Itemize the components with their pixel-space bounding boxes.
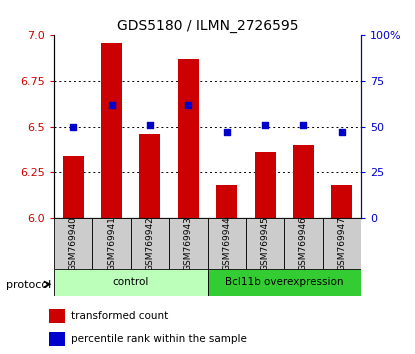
Bar bbox=[208, 269, 361, 296]
Bar bbox=[178, 59, 199, 218]
Point bbox=[262, 122, 269, 127]
Text: GSM769946: GSM769946 bbox=[299, 216, 308, 271]
Bar bbox=[323, 218, 361, 269]
Bar bbox=[284, 218, 323, 269]
Bar bbox=[101, 43, 122, 218]
Point bbox=[300, 122, 307, 127]
Text: GSM769940: GSM769940 bbox=[68, 216, 78, 271]
Text: control: control bbox=[112, 277, 149, 287]
Bar bbox=[169, 218, 208, 269]
Bar bbox=[216, 185, 237, 218]
Bar bbox=[49, 309, 65, 323]
Bar bbox=[293, 145, 314, 218]
Text: transformed count: transformed count bbox=[71, 311, 168, 321]
Point bbox=[146, 122, 153, 127]
Text: GDS5180 / ILMN_2726595: GDS5180 / ILMN_2726595 bbox=[117, 19, 298, 34]
Text: GSM769944: GSM769944 bbox=[222, 216, 231, 271]
Text: protocol: protocol bbox=[6, 280, 51, 290]
Bar bbox=[139, 134, 161, 218]
Text: GSM769943: GSM769943 bbox=[184, 216, 193, 271]
Text: GSM769945: GSM769945 bbox=[261, 216, 270, 271]
Point bbox=[223, 129, 230, 135]
Text: Bcl11b overexpression: Bcl11b overexpression bbox=[225, 277, 344, 287]
Text: GSM769942: GSM769942 bbox=[145, 216, 154, 271]
Bar bbox=[254, 152, 276, 218]
Bar bbox=[93, 218, 131, 269]
Point bbox=[185, 102, 192, 108]
Point bbox=[70, 124, 76, 130]
Text: percentile rank within the sample: percentile rank within the sample bbox=[71, 334, 247, 344]
Bar bbox=[54, 218, 92, 269]
Bar bbox=[331, 185, 352, 218]
Point bbox=[108, 102, 115, 108]
Text: GSM769947: GSM769947 bbox=[337, 216, 347, 271]
Point bbox=[339, 129, 345, 135]
Bar bbox=[63, 156, 84, 218]
Bar bbox=[246, 218, 284, 269]
Bar bbox=[131, 218, 169, 269]
Bar bbox=[208, 218, 246, 269]
Bar bbox=[54, 269, 208, 296]
Text: GSM769941: GSM769941 bbox=[107, 216, 116, 271]
Bar bbox=[49, 332, 65, 346]
